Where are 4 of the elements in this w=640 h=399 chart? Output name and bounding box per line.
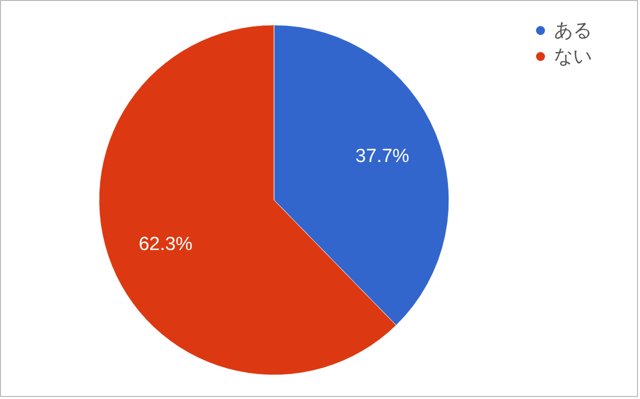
data-label: 62.3% (138, 234, 193, 256)
data-label: 37.7% (355, 146, 410, 167)
legend-label: ない (554, 46, 592, 68)
legend-label: ある (554, 20, 592, 42)
